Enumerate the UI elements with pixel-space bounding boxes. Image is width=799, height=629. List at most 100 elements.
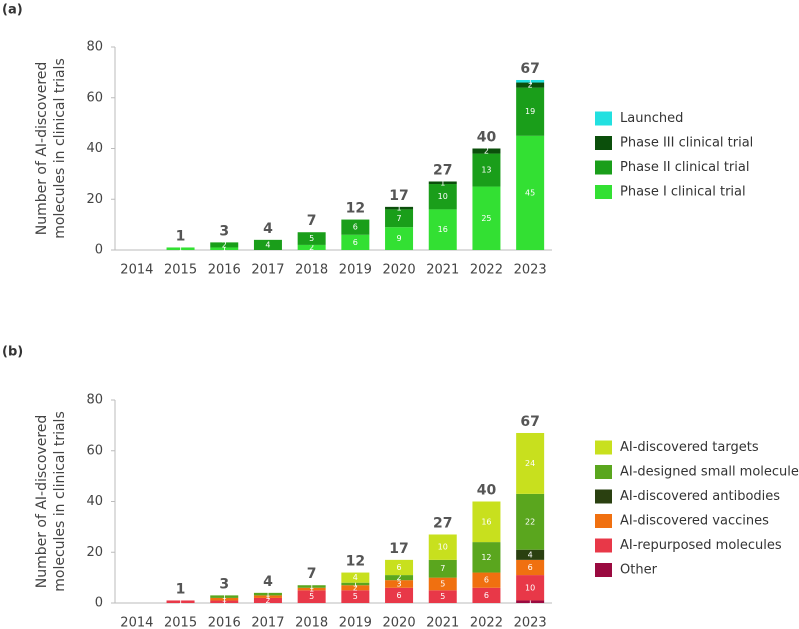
bar-segment [253, 239, 282, 250]
total-label: 27 [433, 515, 452, 531]
segment-label: 1 [528, 77, 533, 86]
segment-label: 24 [525, 459, 535, 468]
bar-segment [385, 575, 414, 581]
legend-label: Phase I clinical trial [620, 185, 746, 200]
segment-label: 16 [438, 225, 448, 234]
bar-segment [385, 227, 414, 250]
x-tick-label: 2014 [120, 616, 153, 629]
total-label: 67 [520, 61, 539, 77]
bar-segment [472, 148, 501, 154]
y-axis-label: molecules in clinical trials [52, 411, 68, 592]
legend-swatch [595, 489, 612, 504]
bar-segment [385, 580, 414, 588]
bar-segment [341, 582, 370, 586]
segment-label: 5 [440, 579, 445, 588]
legend-label: Launched [620, 111, 683, 126]
legend-swatch [595, 514, 612, 528]
x-tick-label: 2015 [164, 616, 197, 629]
y-tick-label: 0 [95, 596, 103, 611]
segment-label: 6 [397, 563, 402, 572]
legend-swatch [595, 538, 612, 553]
segment-label: 5 [309, 592, 314, 601]
legend-label: AI-designed small molecules [620, 465, 799, 480]
bar-segment [385, 209, 414, 228]
x-tick-label: 2020 [383, 263, 416, 278]
y-tick-label: 40 [86, 494, 103, 509]
bar-segment [166, 600, 195, 603]
x-tick-label: 2020 [383, 616, 416, 629]
legend-label: Phase II clinical trial [620, 160, 749, 175]
x-tick-label: 2019 [339, 263, 372, 278]
segment-label: 10 [438, 543, 448, 552]
segment-label: 1 [222, 597, 227, 606]
segment-label: 6 [528, 563, 533, 572]
bar-segment [210, 595, 239, 598]
segment-label: 6 [397, 591, 402, 600]
bar-segment [297, 232, 326, 245]
legend-label: AI-discovered antibodies [620, 489, 780, 504]
total-label: 3 [219, 576, 229, 592]
segment-label: 1 [265, 592, 270, 601]
bar-segment [210, 600, 239, 603]
total-label: 4 [263, 574, 273, 590]
bar-segment [341, 590, 370, 603]
y-tick-label: 20 [86, 192, 103, 207]
bar-segment [516, 87, 545, 136]
segment-label: 13 [481, 166, 491, 175]
segment-label: 10 [525, 583, 535, 592]
x-tick-label: 2023 [514, 263, 547, 278]
bar-segment [385, 206, 414, 210]
segment-label: 2 [397, 573, 402, 582]
legend-label: AI-discovered vaccines [620, 514, 769, 529]
y-axis-label: Number of AI-discovered [34, 62, 50, 236]
segment-label: 1 [222, 244, 227, 253]
legend-label: AI-discovered targets [620, 440, 759, 455]
bar-segment [385, 587, 414, 603]
legend-swatch [595, 185, 612, 199]
legend-swatch [595, 440, 612, 455]
y-tick-label: 40 [86, 141, 103, 156]
segment-label: 16 [481, 517, 491, 526]
total-label: 17 [389, 541, 408, 557]
x-tick-label: 2021 [426, 616, 459, 629]
x-tick-label: 2018 [295, 263, 328, 278]
segment-label: 5 [309, 234, 314, 243]
panel-label: (a) [2, 3, 23, 18]
segment-label: 2 [309, 243, 314, 252]
bar-segment [428, 209, 457, 250]
total-label: 12 [346, 554, 365, 570]
total-label: 4 [263, 221, 273, 237]
x-tick-label: 2015 [164, 263, 197, 278]
bar-segment [297, 587, 326, 591]
segment-label: 6 [484, 591, 489, 600]
bar-segment [472, 186, 501, 250]
bar-segment [385, 559, 414, 576]
segment-label: 9 [397, 234, 402, 243]
bar-segment [297, 244, 326, 250]
panel-label: (b) [2, 345, 23, 360]
segment-label: 2 [484, 147, 489, 156]
segment-label: 5 [440, 592, 445, 601]
total-label: 7 [307, 566, 317, 582]
y-axis-label: Number of AI-discovered [34, 415, 50, 589]
x-tick-label: 2014 [120, 263, 153, 278]
bar-segment [253, 592, 282, 596]
segment-label: 6 [353, 238, 358, 247]
bar-segment [472, 572, 501, 588]
y-tick-label: 0 [95, 243, 103, 258]
x-tick-label: 2016 [208, 263, 241, 278]
segment-label: 1 [309, 582, 314, 591]
total-label: 3 [219, 223, 229, 239]
x-tick-label: 2019 [339, 616, 372, 629]
segment-label: 2 [353, 583, 358, 592]
bar-segment [472, 153, 501, 187]
bar-segment [516, 549, 545, 560]
x-tick-label: 2023 [514, 616, 547, 629]
total-label: 17 [389, 188, 408, 204]
bar-segment [297, 590, 326, 603]
total-label: 40 [477, 130, 497, 146]
segment-label: 19 [525, 107, 535, 116]
bar-segment [428, 181, 457, 185]
bar-segment [428, 559, 457, 578]
y-tick-label: 60 [86, 90, 103, 105]
